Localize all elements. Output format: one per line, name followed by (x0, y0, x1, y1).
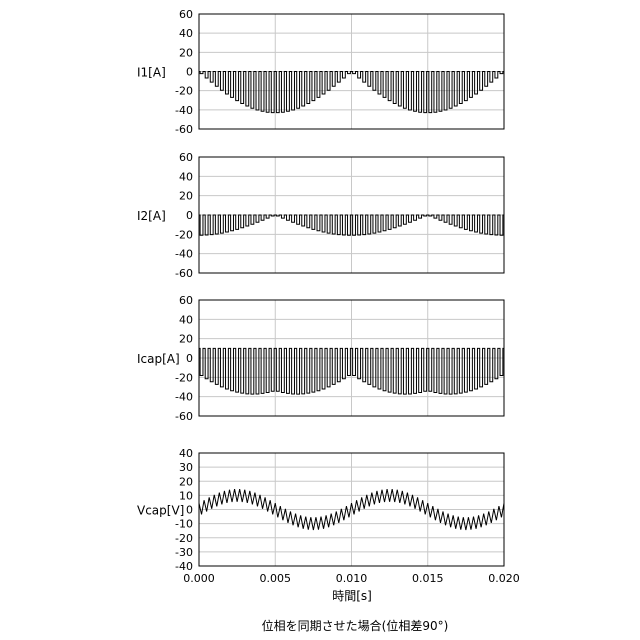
y-tick-label: 40 (179, 313, 193, 326)
y-tick-label: -60 (175, 123, 193, 136)
x-tick-label: 0.000 (183, 572, 215, 585)
y-tick-label: 40 (179, 447, 193, 460)
y-tick-label: -20 (175, 532, 193, 545)
y-tick-label: -10 (175, 518, 193, 531)
y-tick-label: -20 (175, 371, 193, 384)
y-tick-label: 0 (186, 352, 193, 365)
y-tick-label: 40 (179, 170, 193, 183)
y-tick-label: -60 (175, 410, 193, 423)
y-tick-label: -40 (175, 104, 193, 117)
subplot-1: 60 40 20 0 -20 -40 -60 I1[A] (137, 8, 504, 136)
y-tick-label: 40 (179, 27, 193, 40)
y-tick-label: -40 (175, 391, 193, 404)
y-tick-label: -40 (175, 248, 193, 261)
y-tick-label: -30 (175, 546, 193, 559)
x-tick-label: 0.005 (260, 572, 292, 585)
y-tick-label: -20 (175, 85, 193, 98)
x-tick-label: 0.015 (412, 572, 444, 585)
y-tick-label: 20 (179, 190, 193, 203)
y-tick-label: 0 (186, 66, 193, 79)
y-tick-label: 60 (179, 294, 193, 307)
x-axis-label: 時間[s] (332, 589, 372, 603)
y-tick-label: 60 (179, 8, 193, 21)
subplot-3: 60 40 20 0 -20 -40 -60 Icap[A] (137, 294, 504, 423)
y-tick-label: 10 (179, 489, 193, 502)
y-tick-label: -20 (175, 228, 193, 241)
x-tick-label: 0.010 (336, 572, 368, 585)
y-axis-label: I1[A] (137, 66, 166, 80)
subplot-2: 60 40 20 0 -20 -40 -60 I2[A] (137, 151, 504, 280)
y-tick-label: 20 (179, 333, 193, 346)
y-tick-label: 20 (179, 46, 193, 59)
y-axis-label: I2[A] (137, 209, 166, 223)
y-tick-label: 60 (179, 151, 193, 164)
figure-caption: 位相を同期させた場合(位相差90°) (262, 618, 449, 633)
y-tick-label: 0 (186, 504, 193, 517)
y-tick-label: 20 (179, 475, 193, 488)
x-tick-label: 0.020 (488, 572, 520, 585)
y-tick-label: -60 (175, 267, 193, 280)
y-axis-label: Icap[A] (137, 352, 180, 366)
y-tick-label: 0 (186, 209, 193, 222)
subplot-4: 403020100-10-20-30-40Vcap[V]0.0000.0050.… (137, 447, 520, 585)
y-tick-label: 30 (179, 461, 193, 474)
y-axis-label: Vcap[V] (137, 504, 184, 518)
